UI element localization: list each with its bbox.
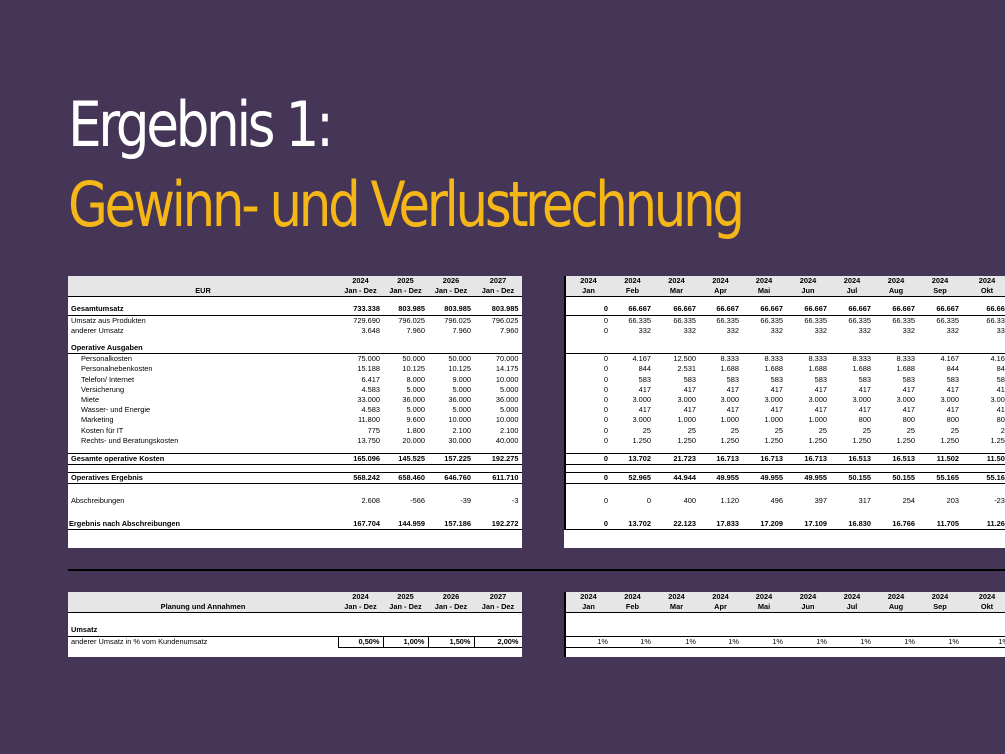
table-row: Abschreibungen 2.608 -566 -39 -3: [68, 496, 522, 507]
table-row: Operatives Ergebnis 568.242 658.460 646.760…: [68, 472, 522, 485]
table-row: [564, 506, 1005, 519]
table-row: 0252525252525252525: [564, 425, 1005, 436]
table-row: [564, 625, 1005, 637]
table-row: 0 4.167 12.500 8.333 8.333 8.333 8.333 8.333 4.1…: [564, 353, 1005, 365]
gv-monthly-year-row: 2024 2024 2024 2024 2024 2024 2024 2024 2024 2024: [564, 276, 1005, 287]
table-row: [68, 483, 522, 497]
table-row: [564, 296, 1005, 305]
gv-annual-year: 2026: [428, 276, 474, 287]
planung-annual-table: 2024 2025 2026 2027 Planung und Annahmen…: [68, 592, 522, 657]
gv-annual-year: 2025: [383, 276, 428, 287]
table-row: [564, 336, 1005, 344]
gv-monthly-panel: 2024 2024 2024 2024 2024 2024 2024 2024 2024 2024…: [564, 276, 1005, 548]
table-row: Umsatz: [68, 625, 522, 637]
table-row: Personalkosten 75.000 50.000 50.000 70.000: [68, 353, 522, 365]
table-row: [68, 647, 522, 657]
table-row: [68, 464, 522, 473]
gv-annual-period-row: EUR Jan - Dez Jan - Dez Jan - Dez Jan - …: [68, 286, 522, 298]
planung-annual-panel: 2024 2025 2026 2027 Planung und Annahmen…: [68, 592, 522, 657]
table-row: 0 3.000 3.000 3.000 3.000 3.000 3.000 3.000 3.00…: [564, 395, 1005, 406]
table-row: anderer Umsatz in % vom Kundenumsatz 0,50…: [68, 635, 522, 648]
table-row: 1%1%1%1%1%1%1%1%1%1%: [564, 636, 1005, 648]
planung-annual-year-row: 2024 2025 2026 2027: [68, 592, 522, 603]
planung-monthly-panel: 2024 2024 2024 2024 2024 2024 2024 2024 2024 2024…: [564, 592, 1005, 657]
title-line-2: Gewinn- und Verlustrechnung: [68, 168, 745, 241]
table-row: Gesamte operative Kosten 165.096 145.525 15…: [68, 453, 522, 466]
table-row: 0583583583583583583583583583: [564, 374, 1005, 385]
table-row: 0 1.250 1.250 1.250 1.250 1.250 1.250 1.250 1.25…: [564, 435, 1005, 447]
gv-annual-period: Jan - Dez: [428, 286, 474, 298]
table-row: Personalnebenkosten 15.188 10.125 10.125 14.…: [68, 364, 522, 375]
planung-annual-period-row: Planung und Annahmen Jan - Dez Jan - Dez…: [68, 602, 522, 614]
planung-month-row: Jan Feb Mar Apr Mai Jun Jul Aug Sep Okt: [564, 602, 1005, 614]
table-row: Rechts- und Beratungskosten 13.750 20.000 3…: [68, 435, 522, 447]
table-row: [68, 612, 522, 626]
gv-month-row: Jan Feb Mar Apr Mai Jun Jul Aug Sep Okt: [564, 286, 1005, 298]
gv-annual-period: Jan - Dez: [383, 286, 428, 298]
gv-annual-table: 2024 2025 2026 2027 EUR Jan - Dez Jan - …: [68, 276, 522, 530]
table-row: [68, 446, 522, 454]
gv-annual-year: 2024: [338, 276, 383, 287]
planung-monthly-table: 2024 2024 2024 2024 2024 2024 2024 2024 2024 2024…: [564, 592, 1005, 657]
table-row: 0 66.667 66.667 66.667 66.667 66.667 66.667 66.…: [564, 304, 1005, 316]
table-row: anderer Umsatz 3.648 7.960 7.960 7.960: [68, 325, 522, 337]
table-row: 0 66.335 66.335 66.335 66.335 66.335 66.335 66.…: [564, 315, 1005, 326]
table-row: [564, 483, 1005, 497]
table-row: 0417417417417417417417417417: [564, 384, 1005, 396]
table-row: Ergebnis nach Abschreibungen 167.704 144.9…: [68, 518, 522, 530]
table-row: Marketing 11.800 9.600 10.000 10.000: [68, 415, 522, 426]
table-row: [564, 612, 1005, 626]
table-row: 0417417417417417417417417417: [564, 405, 1005, 416]
table-row: 0 13.702 22.123 17.833 17.209 17.109 16.830 16.…: [564, 518, 1005, 530]
planung-label-header: Planung und Annahmen: [68, 602, 338, 614]
gv-annual-year-row: 2024 2025 2026 2027: [68, 276, 522, 287]
table-row: [68, 336, 522, 344]
gv-annual-panel: 2024 2025 2026 2027 EUR Jan - Dez Jan - …: [68, 276, 522, 548]
gv-annual-period: Jan - Dez: [474, 286, 522, 298]
gv-annual-period: Jan - Dez: [338, 286, 383, 298]
table-row: [564, 464, 1005, 473]
table-row: Umsatz aus Produkten 729.690 796.025 796.02…: [68, 315, 522, 326]
table-row: Gesamtumsatz 733.338 803.985 803.985 803.985: [68, 304, 522, 316]
table-row: 0 13.702 21.723 16.713 16.713 16.713 16.513 16.…: [564, 453, 1005, 466]
gv-monthly-table: 2024 2024 2024 2024 2024 2024 2024 2024 2024 2024…: [564, 276, 1005, 530]
planung-monthly-year-row: 2024 2024 2024 2024 2024 2024 2024 2024 2024 2024: [564, 592, 1005, 603]
section-divider: [68, 569, 1005, 571]
table-row: Operative Ausgaben: [68, 343, 522, 355]
table-row: Miete 33.000 36.000 36.000 36.000: [68, 395, 522, 406]
gv-annual-year: 2027: [474, 276, 522, 287]
table-row: [564, 646, 1005, 657]
table-row: 0 52.965 44.944 49.955 49.955 49.955 50.155 50.…: [564, 472, 1005, 485]
table-row: 0332332332332332332332332332: [564, 325, 1005, 337]
table-row: Versicherung 4.583 5.000 5.000 5.000: [68, 384, 522, 396]
table-row: [564, 446, 1005, 454]
gv-label-header: EUR: [68, 286, 338, 298]
table-row: [564, 343, 1005, 355]
table-row: [68, 506, 522, 519]
table-row: Telefon/ Internet 6.417 8.000 9.000 10.000: [68, 374, 522, 385]
title-line-1: Ergebnis 1:: [68, 88, 334, 161]
table-row: Wasser- und Energie 4.583 5.000 5.000 5.000: [68, 405, 522, 416]
table-row: Kosten für IT 775 1.800 2.100 2.100: [68, 425, 522, 436]
table-row: [68, 296, 522, 305]
